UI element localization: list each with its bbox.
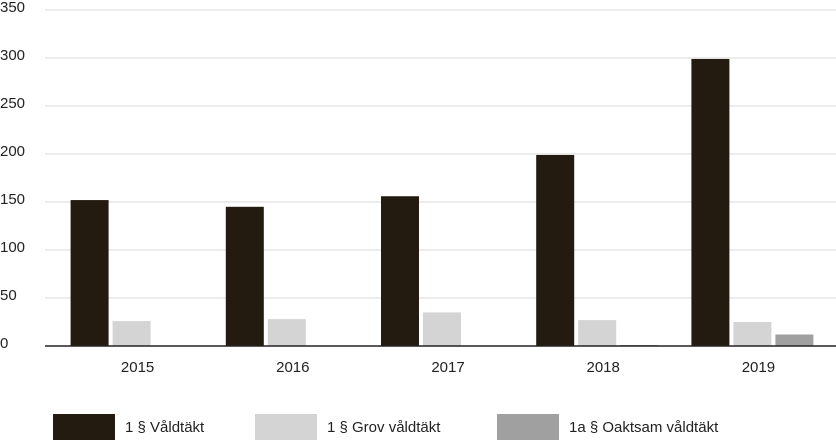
y-tick-label: 50	[0, 287, 17, 304]
legend-label: 1 § Grov våldtäkt	[327, 419, 441, 436]
y-tick-label: 0	[0, 335, 8, 352]
bar	[578, 320, 617, 346]
bar	[733, 322, 772, 346]
y-tick-label: 150	[0, 191, 25, 208]
y-tick-label: 350	[0, 0, 25, 16]
legend-label: 1 § Våldtäkt	[125, 419, 205, 436]
x-tick-label: 2018	[587, 359, 620, 376]
y-tick-label: 200	[0, 143, 25, 160]
bar	[775, 334, 814, 346]
bar	[423, 312, 461, 346]
bar	[225, 206, 264, 346]
x-tick-label: 2016	[276, 359, 309, 376]
bar	[267, 319, 306, 346]
bar	[70, 200, 109, 346]
legend-swatch	[255, 414, 317, 440]
legend-swatch	[53, 414, 115, 440]
x-tick-label: 2019	[742, 359, 775, 376]
y-tick-label: 100	[0, 239, 25, 256]
x-tick-label: 2017	[431, 359, 464, 376]
x-tick-label: 2015	[121, 359, 154, 376]
legend-label: 1a § Oaktsam våldtäkt	[569, 419, 719, 436]
bar	[691, 58, 730, 347]
bar	[112, 321, 151, 346]
bar	[381, 196, 419, 346]
legend-swatch	[497, 414, 559, 440]
y-tick-label: 300	[0, 47, 25, 64]
y-tick-label: 250	[0, 95, 25, 112]
bar	[536, 154, 575, 346]
